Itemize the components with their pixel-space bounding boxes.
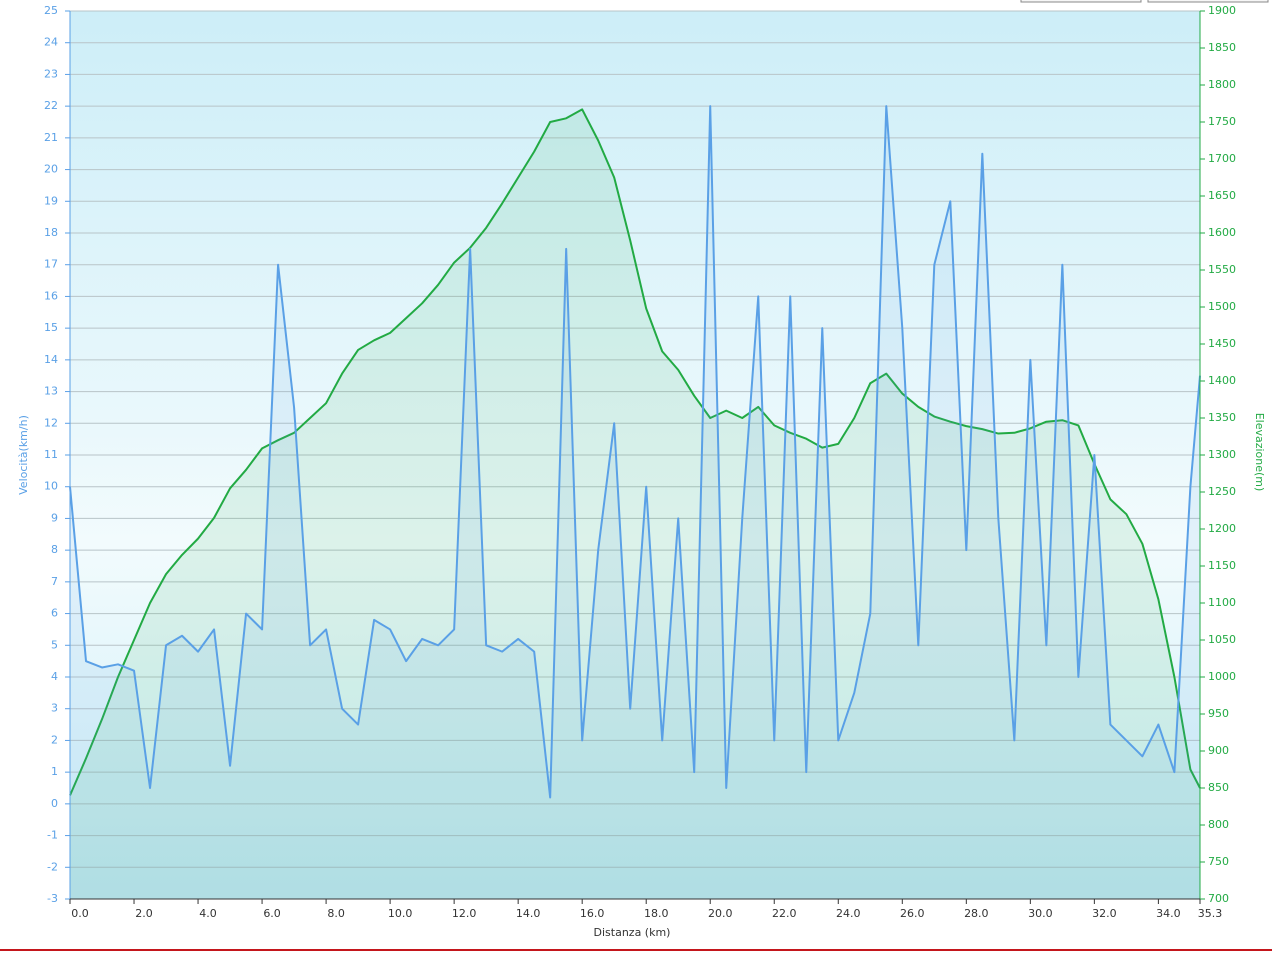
- button[interactable]: [1020, 0, 1142, 3]
- y-tick-label: 13: [44, 385, 58, 398]
- x-tick-label: 14.0: [516, 907, 541, 920]
- y2-tick-label: 950: [1208, 707, 1229, 720]
- y2-tick-label: 900: [1208, 744, 1229, 757]
- y-tick-label: 7: [51, 575, 58, 588]
- y2-tick-label: 850: [1208, 781, 1229, 794]
- y-tick-label: 9: [51, 511, 58, 524]
- x-tick-label: 18.0: [644, 907, 669, 920]
- y2-tick-label: 1850: [1208, 41, 1236, 54]
- y-tick-label: 19: [44, 194, 58, 207]
- y-tick-label: 10: [44, 480, 58, 493]
- x-tick-label: 24.0: [836, 907, 861, 920]
- x-tick-label: 0.0: [71, 907, 89, 920]
- y-tick-label: 3: [51, 702, 58, 715]
- y-tick-label: 24: [44, 36, 58, 49]
- y-tick-label: 23: [44, 67, 58, 80]
- x-tick-label: 26.0: [900, 907, 925, 920]
- y2-tick-label: 1900: [1208, 4, 1236, 17]
- x-tick-label: 22.0: [772, 907, 797, 920]
- x-tick-label: 20.0: [708, 907, 733, 920]
- y-tick-label: 14: [44, 353, 58, 366]
- y2-tick-label: 1450: [1208, 337, 1236, 350]
- y-tick-label: -3: [47, 892, 58, 905]
- x-tick-label: 28.0: [964, 907, 989, 920]
- y-tick-label: 16: [44, 289, 58, 302]
- y2-tick-label: 1550: [1208, 263, 1236, 276]
- x-tick-label: 35.3: [1198, 907, 1223, 920]
- y-tick-label: 21: [44, 131, 58, 144]
- y2-tick-label: 1600: [1208, 226, 1236, 239]
- y-tick-label: 18: [44, 226, 58, 239]
- y-tick-label: 6: [51, 607, 58, 620]
- x-tick-label: 34.0: [1156, 907, 1181, 920]
- series-line: [69, 105, 1201, 799]
- y-tick-label: 22: [44, 99, 58, 112]
- x-tick-label: 4.0: [199, 907, 217, 920]
- y-tick-label: 12: [44, 416, 58, 429]
- y2-tick-label: 1150: [1208, 559, 1236, 572]
- y2-tick-label: 800: [1208, 818, 1229, 831]
- y2-axis-label: Elevazione(m): [1253, 413, 1266, 492]
- y-tick-label: 0: [51, 797, 58, 810]
- y-tick-label: 25: [44, 4, 58, 17]
- y2-tick-label: 700: [1208, 892, 1229, 905]
- y-tick-label: 2: [51, 733, 58, 746]
- y2-tick-label: 1250: [1208, 485, 1236, 498]
- y2-tick-label: 1750: [1208, 115, 1236, 128]
- x-tick-label: 10.0: [388, 907, 413, 920]
- y2-tick-label: 1700: [1208, 152, 1236, 165]
- y-tick-label: 8: [51, 543, 58, 556]
- y-axis-label: Velocità(km/h): [17, 415, 30, 495]
- series-line: [69, 108, 1201, 796]
- y2-tick-label: 1800: [1208, 78, 1236, 91]
- y-tick-label: 4: [51, 670, 58, 683]
- y2-tick-label: 1100: [1208, 596, 1236, 609]
- y2-tick-label: 1050: [1208, 633, 1236, 646]
- y2-tick-label: 1650: [1208, 189, 1236, 202]
- x-tick-label: 12.0: [452, 907, 477, 920]
- x-tick-label: 30.0: [1028, 907, 1053, 920]
- y2-tick-label: 1350: [1208, 411, 1236, 424]
- y2-tick-label: 750: [1208, 855, 1229, 868]
- y-tick-label: 1: [51, 765, 58, 778]
- y-tick-label: 5: [51, 638, 58, 651]
- y-tick-label: 20: [44, 163, 58, 176]
- x-tick-label: 2.0: [135, 907, 153, 920]
- y-tick-label: 17: [44, 258, 58, 271]
- y-tick-label: -2: [47, 860, 58, 873]
- y2-tick-label: 1300: [1208, 448, 1236, 461]
- y2-tick-label: 1200: [1208, 522, 1236, 535]
- x-tick-label: 32.0: [1092, 907, 1117, 920]
- y-tick-label: 15: [44, 321, 58, 334]
- button[interactable]: [1147, 0, 1269, 3]
- series-area: [70, 106, 1200, 899]
- x-tick-label: 8.0: [327, 907, 345, 920]
- y2-tick-label: 1000: [1208, 670, 1236, 683]
- y2-tick-label: 1400: [1208, 374, 1236, 387]
- x-tick-label: 16.0: [580, 907, 605, 920]
- series-area: [70, 109, 1200, 900]
- y-tick-label: -1: [47, 829, 58, 842]
- y-tick-label: 11: [44, 448, 58, 461]
- x-tick-label: 6.0: [263, 907, 281, 920]
- y2-tick-label: 1500: [1208, 300, 1236, 313]
- x-axis-label: Distanza (km): [594, 926, 671, 939]
